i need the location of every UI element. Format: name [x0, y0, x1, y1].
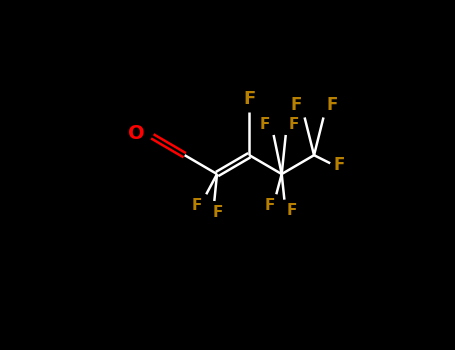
Text: F: F: [265, 198, 275, 213]
Text: F: F: [288, 117, 299, 132]
Text: F: F: [243, 90, 256, 108]
Text: F: F: [212, 205, 222, 220]
Text: O: O: [128, 124, 145, 142]
Text: F: F: [291, 96, 302, 114]
Text: F: F: [260, 117, 270, 132]
Text: F: F: [334, 156, 345, 174]
Text: F: F: [287, 203, 297, 218]
Text: F: F: [326, 96, 338, 114]
Text: F: F: [192, 198, 202, 213]
